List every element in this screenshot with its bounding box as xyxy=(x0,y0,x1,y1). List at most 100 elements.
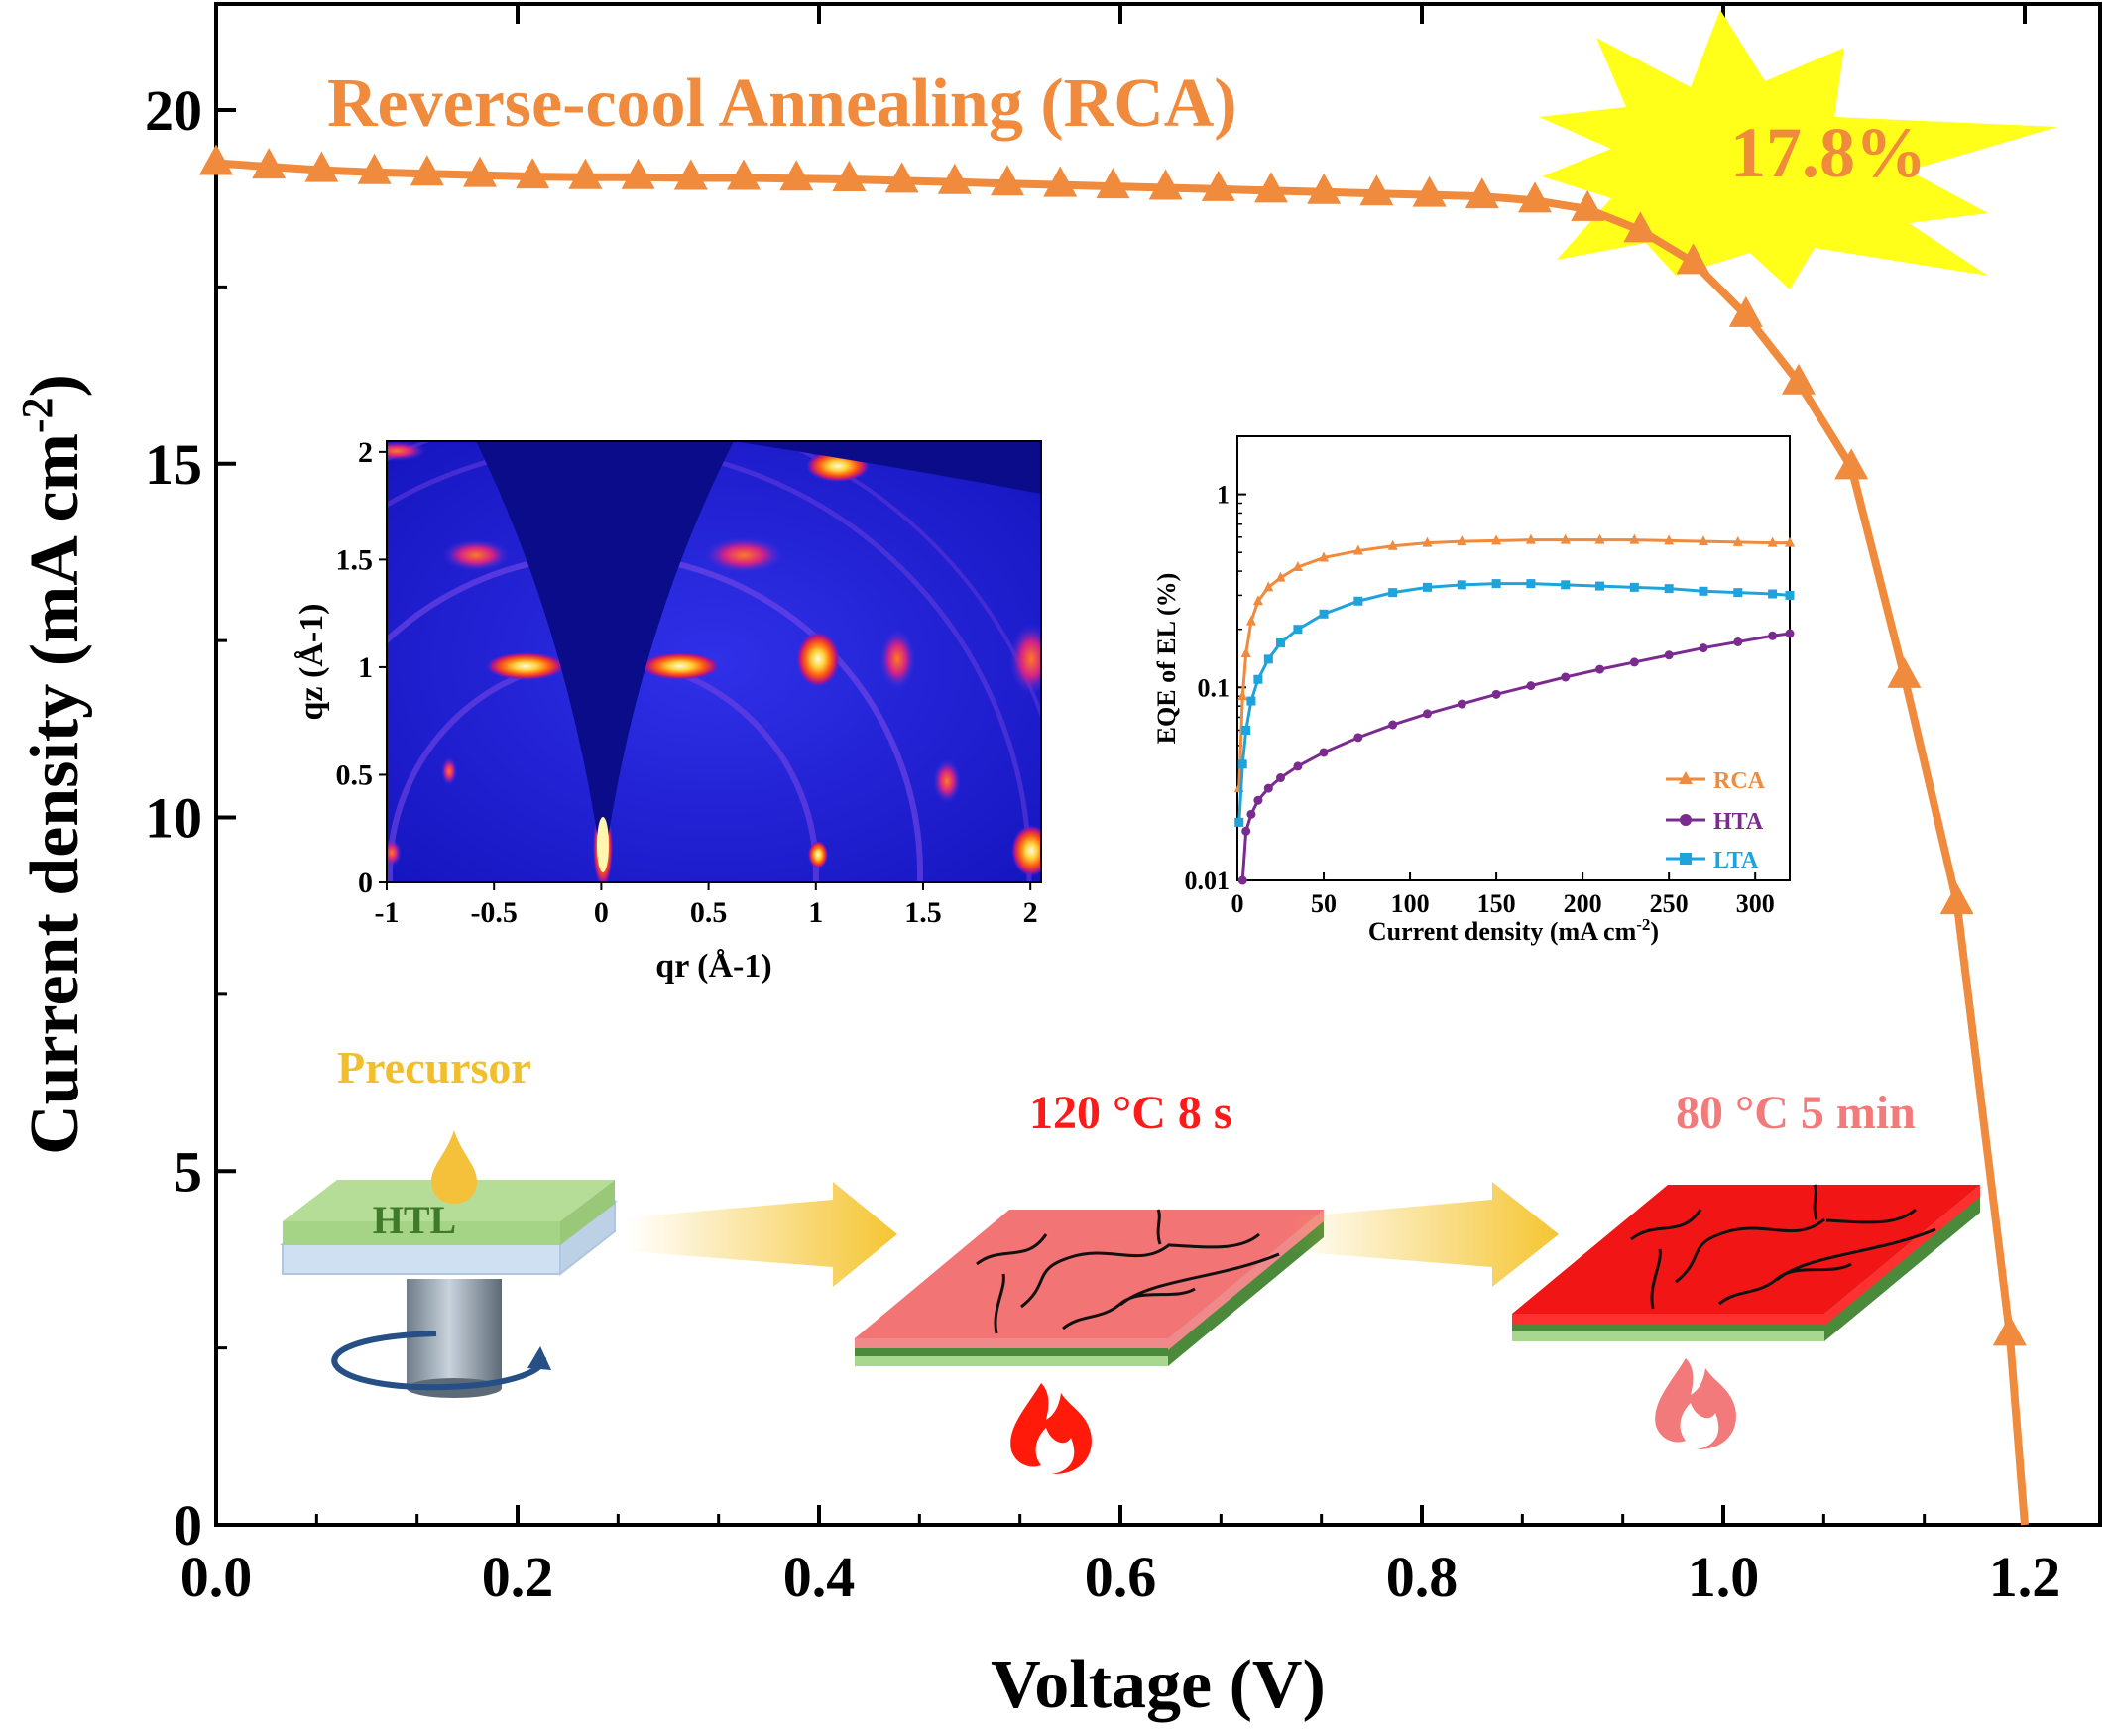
eqe-x-tick-label: 100 xyxy=(1391,889,1430,918)
eqe-marker-hta xyxy=(1246,809,1256,819)
eqe-marker-lta xyxy=(1276,637,1286,647)
eqe-legend: RCA HTA LTA xyxy=(1666,768,1766,873)
rca-marker xyxy=(304,151,339,182)
eqe-marker-lta xyxy=(1253,674,1263,684)
eqe-marker-hta xyxy=(1293,761,1303,771)
giwaxs-x-tick-label: -1 xyxy=(375,896,400,929)
eqe-y-tick-label: 0.01 xyxy=(1185,867,1231,895)
eqe-marker-hta xyxy=(1276,773,1286,783)
eqe-y-tick-label: 1 xyxy=(1217,481,1230,510)
eqe-marker-rca xyxy=(1491,534,1502,545)
x-tick-label: 1.0 xyxy=(1688,1545,1760,1609)
rca-marker xyxy=(1412,175,1447,207)
rca-marker xyxy=(1623,211,1658,243)
svg-text:LTA: LTA xyxy=(1713,848,1759,873)
eqe-marker-rca xyxy=(1252,595,1263,606)
eqe-x-tick-label: 300 xyxy=(1736,889,1775,918)
giwaxs-frame xyxy=(386,440,1042,883)
rca-marker xyxy=(1782,363,1816,395)
rca-marker xyxy=(1887,656,1922,688)
eqe-marker-lta xyxy=(1629,582,1639,592)
eqe-marker-hta xyxy=(1526,681,1536,691)
eqe-x-tick-label: 0 xyxy=(1231,889,1244,918)
eqe-marker-lta xyxy=(1457,580,1466,590)
eqe-line-hta xyxy=(1240,632,1791,881)
x-tick-label: 1.2 xyxy=(1989,1545,2061,1609)
rca-marker xyxy=(1359,174,1394,206)
step2-label: 80 °C 5 min xyxy=(1676,1087,1916,1139)
eqe-marker-rca xyxy=(1732,535,1743,546)
pce-value: 17.8% xyxy=(1730,113,1927,192)
eqe-marker-rca xyxy=(1263,581,1274,592)
rca-marker xyxy=(357,153,392,184)
rca-marker xyxy=(252,148,287,179)
plot-frame xyxy=(214,2,2102,1527)
giwaxs-y-tick-label: 1 xyxy=(358,651,373,684)
fabrication-schematic: HTL Precursor 120 °C 8 s xyxy=(280,1042,1980,1475)
giwaxs-x-tick-label: 1 xyxy=(808,896,823,929)
rca-marker xyxy=(1571,189,1605,221)
eqe-marker-hta xyxy=(1422,709,1432,719)
rca-marker xyxy=(1939,883,1974,915)
eqe-marker-lta xyxy=(1241,725,1251,735)
rca-marker xyxy=(991,165,1024,196)
rca-marker xyxy=(568,158,603,189)
rca-marker xyxy=(463,156,497,187)
eqe-marker-rca xyxy=(1457,535,1467,546)
rca-marker xyxy=(1992,1315,2027,1346)
starburst-shape xyxy=(1539,10,2057,289)
eqe-marker-rca xyxy=(1785,536,1795,547)
eqe-marker-hta xyxy=(1319,748,1329,757)
eqe-marker-lta xyxy=(1664,584,1674,594)
rca-marker xyxy=(1728,295,1763,327)
y-tick-label: 5 xyxy=(174,1139,202,1204)
rca-marker xyxy=(1254,172,1288,203)
film-step2: 80 °C 5 min xyxy=(1512,1087,1980,1450)
svg-text:RCA: RCA xyxy=(1713,768,1766,794)
x-tick-label: 0.4 xyxy=(783,1545,856,1609)
rca-marker xyxy=(884,162,919,193)
eqe-marker-rca xyxy=(1422,536,1433,547)
eqe-marker-rca xyxy=(1525,533,1536,544)
precursor-label: Precursor xyxy=(337,1042,531,1093)
giwaxs-x-tick-label: 2 xyxy=(1023,896,1038,929)
legend-item-hta: HTA xyxy=(1666,809,1764,835)
legend-item-rca: RCA xyxy=(1666,768,1766,794)
eqe-y-tick-label: 0.1 xyxy=(1198,673,1231,702)
eqe-marker-hta xyxy=(1253,795,1263,805)
eqe-marker-hta xyxy=(1785,629,1795,638)
step1-label: 120 °C 8 s xyxy=(1029,1087,1232,1139)
eqe-marker-hta xyxy=(1629,657,1639,667)
rca-marker xyxy=(727,159,761,190)
giwaxs-y-tick-label: 1.5 xyxy=(336,543,374,576)
eqe-marker-lta xyxy=(1595,581,1605,591)
flame-mild-icon xyxy=(1655,1358,1736,1450)
giwaxs-inset: -1 -0.5 0 0.5 1 1.5 2 0 0.5 1 1.5 2 qr (Å-1) qz (Å-1) xyxy=(293,436,1042,984)
eqe-marker-lta xyxy=(1246,696,1256,706)
eqe-marker-rca xyxy=(1319,551,1330,562)
eqe-marker-rca xyxy=(1237,690,1248,701)
eqe-x-tick-label: 200 xyxy=(1564,889,1602,918)
eqe-marker-lta xyxy=(1353,596,1363,606)
eqe-marker-lta xyxy=(1699,586,1708,596)
eqe-y-label: EQE of EL (%) xyxy=(1152,573,1181,745)
eqe-marker-rca xyxy=(1594,533,1605,544)
eqe-marker-lta xyxy=(1422,582,1432,592)
eqe-x-tick-label: 150 xyxy=(1477,889,1516,918)
rca-marker xyxy=(832,160,867,191)
rca-marker xyxy=(199,144,233,175)
eqe-marker-rca xyxy=(1387,539,1398,550)
eqe-marker-hta xyxy=(1733,637,1743,646)
eqe-marker-rca xyxy=(1240,647,1251,658)
rca-marker xyxy=(1096,168,1130,199)
rca-marker xyxy=(1148,169,1183,200)
rca-series xyxy=(199,144,2029,1526)
eqe-marker-hta xyxy=(1664,650,1674,660)
giwaxs-y-tick-label: 0 xyxy=(358,867,373,899)
giwaxs-x-tick-label: 1.5 xyxy=(904,896,942,929)
eqe-marker-hta xyxy=(1388,720,1398,730)
rca-marker xyxy=(779,160,814,191)
eqe-marker-hta xyxy=(1491,689,1501,699)
giwaxs-x-tick-label: 0 xyxy=(594,896,609,929)
